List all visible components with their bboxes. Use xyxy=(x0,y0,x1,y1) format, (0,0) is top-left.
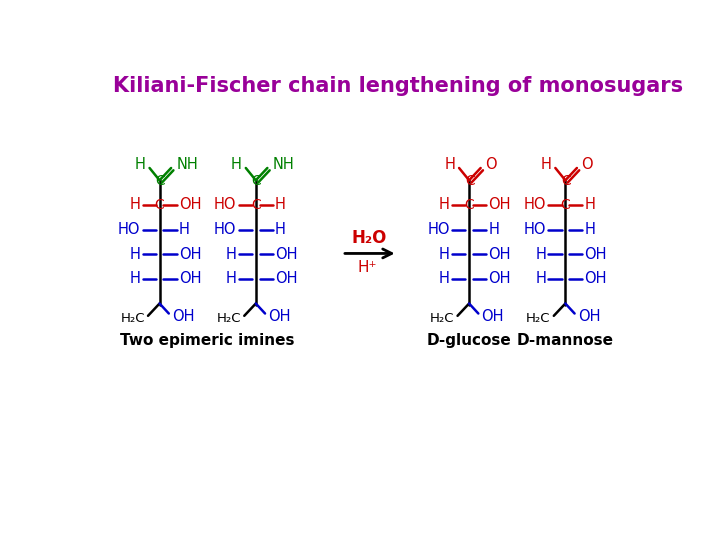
Text: OH: OH xyxy=(275,272,297,286)
Text: H: H xyxy=(439,198,450,212)
Text: O: O xyxy=(582,157,593,172)
Text: H: H xyxy=(585,198,595,212)
Text: Kiliani-Fischer chain lengthening of monosugars: Kiliani-Fischer chain lengthening of mon… xyxy=(113,76,683,96)
Text: OH: OH xyxy=(585,247,607,262)
Text: HO: HO xyxy=(523,198,546,212)
Text: OH: OH xyxy=(577,309,600,324)
Text: C: C xyxy=(155,198,164,212)
Text: NH: NH xyxy=(176,157,198,172)
Text: D-glucose: D-glucose xyxy=(427,333,511,348)
Text: H₂C: H₂C xyxy=(526,312,551,325)
Text: HO: HO xyxy=(523,222,546,237)
Text: H: H xyxy=(275,198,286,212)
Text: HO: HO xyxy=(428,222,450,237)
Text: C: C xyxy=(465,174,474,188)
Text: OH: OH xyxy=(488,198,511,212)
Text: OH: OH xyxy=(268,309,291,324)
Text: C: C xyxy=(252,174,261,188)
Text: H: H xyxy=(179,222,189,237)
Text: H: H xyxy=(444,157,455,172)
Text: OH: OH xyxy=(172,309,194,324)
Text: H₂C: H₂C xyxy=(217,312,241,325)
Text: H: H xyxy=(535,272,546,286)
Text: H: H xyxy=(130,272,140,286)
Text: H: H xyxy=(439,272,450,286)
Text: C: C xyxy=(156,174,165,188)
Text: H: H xyxy=(130,247,140,262)
Text: H₂O: H₂O xyxy=(351,229,387,247)
Text: H: H xyxy=(585,222,595,237)
Text: H: H xyxy=(541,157,552,172)
Text: H₂C: H₂C xyxy=(120,312,145,325)
Text: H⁺: H⁺ xyxy=(358,260,377,275)
Text: C: C xyxy=(560,198,570,212)
Text: OH: OH xyxy=(488,272,511,286)
Text: OH: OH xyxy=(179,247,202,262)
Text: H₂C: H₂C xyxy=(430,312,454,325)
Text: C: C xyxy=(464,198,474,212)
Text: OH: OH xyxy=(179,198,202,212)
Text: Two epimeric imines: Two epimeric imines xyxy=(120,333,294,348)
Text: H: H xyxy=(231,157,242,172)
Text: H: H xyxy=(225,272,237,286)
Text: D-mannose: D-mannose xyxy=(517,333,614,348)
Text: OH: OH xyxy=(488,247,511,262)
Text: HO: HO xyxy=(214,222,237,237)
Text: OH: OH xyxy=(179,272,202,286)
Text: H: H xyxy=(488,222,499,237)
Text: NH: NH xyxy=(273,157,294,172)
Text: H: H xyxy=(275,222,286,237)
Text: C: C xyxy=(251,198,261,212)
Text: O: O xyxy=(485,157,497,172)
Text: OH: OH xyxy=(482,309,504,324)
Text: OH: OH xyxy=(585,272,607,286)
Text: H: H xyxy=(135,157,145,172)
Text: H: H xyxy=(439,247,450,262)
Text: C: C xyxy=(562,174,571,188)
Text: H: H xyxy=(535,247,546,262)
Text: OH: OH xyxy=(275,247,297,262)
Text: H: H xyxy=(130,198,140,212)
Text: H: H xyxy=(225,247,237,262)
Text: HO: HO xyxy=(118,222,140,237)
Text: HO: HO xyxy=(214,198,237,212)
